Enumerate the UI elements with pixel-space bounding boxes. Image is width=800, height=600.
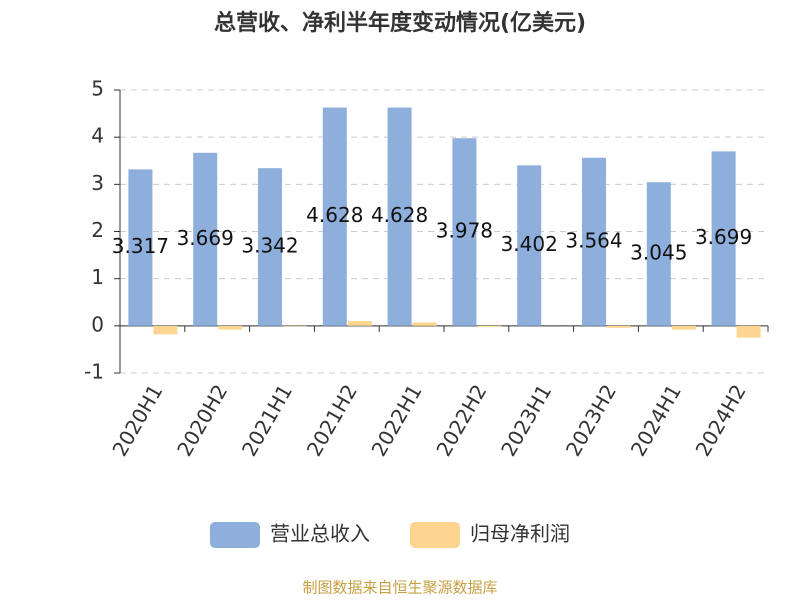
bar <box>452 138 477 326</box>
data-label: 3.342 <box>241 234 298 258</box>
x-tick-label: 2020H2 <box>172 380 232 460</box>
legend-label: 营业总收入 <box>270 522 370 546</box>
legend-swatch <box>210 522 260 548</box>
y-tick-label: 0 <box>91 312 104 336</box>
bar <box>347 321 372 326</box>
y-tick-label: 3 <box>91 171 104 195</box>
bar <box>258 168 282 326</box>
data-label: 3.669 <box>177 226 234 250</box>
bar <box>193 152 218 326</box>
data-label: 4.628 <box>371 203 428 227</box>
bar <box>736 325 761 338</box>
source-note: 制图数据来自恒生聚源数据库 <box>302 579 497 597</box>
y-tick-label: 2 <box>91 218 104 242</box>
y-tick-label: 5 <box>91 77 104 101</box>
data-label: 3.699 <box>695 225 752 249</box>
x-tick-label: 2020H1 <box>107 380 167 460</box>
bar <box>218 325 243 330</box>
data-label: 4.628 <box>306 203 363 227</box>
bar <box>646 182 671 326</box>
bar <box>607 325 631 328</box>
bar <box>128 169 153 326</box>
y-tick-label: 4 <box>91 124 104 148</box>
data-label: 3.402 <box>501 232 558 256</box>
bar <box>387 107 412 326</box>
y-tick-label: -1 <box>84 360 104 384</box>
x-tick-label: 2023H2 <box>561 380 621 460</box>
bar <box>582 157 606 326</box>
chart-title: 总营收、净利半年度变动情况(亿美元) <box>214 10 586 36</box>
bar <box>671 325 696 330</box>
bar <box>517 165 542 326</box>
y-tick-label: 1 <box>91 265 104 289</box>
x-tick-label: 2021H2 <box>302 380 362 460</box>
bar <box>412 322 437 326</box>
data-label: 3.317 <box>112 234 169 258</box>
legend-label: 归母净利润 <box>470 522 570 546</box>
x-tick-label: 2024H1 <box>626 380 686 460</box>
bar <box>711 151 736 326</box>
x-tick-label: 2024H2 <box>691 380 751 460</box>
data-label: 3.978 <box>436 219 493 243</box>
legend: 营业总收入 归母净利润 <box>210 522 570 548</box>
x-tick-label: 2021H1 <box>237 380 297 460</box>
legend-swatch <box>410 522 460 548</box>
x-tick-label: 2022H1 <box>367 380 427 460</box>
bar <box>477 325 502 327</box>
data-label: 3.564 <box>565 228 622 252</box>
bar <box>322 107 347 326</box>
x-tick-label: 2023H1 <box>496 380 556 460</box>
x-tick-label: 2022H2 <box>431 380 491 460</box>
bar <box>153 325 178 335</box>
data-label: 3.045 <box>630 241 687 265</box>
